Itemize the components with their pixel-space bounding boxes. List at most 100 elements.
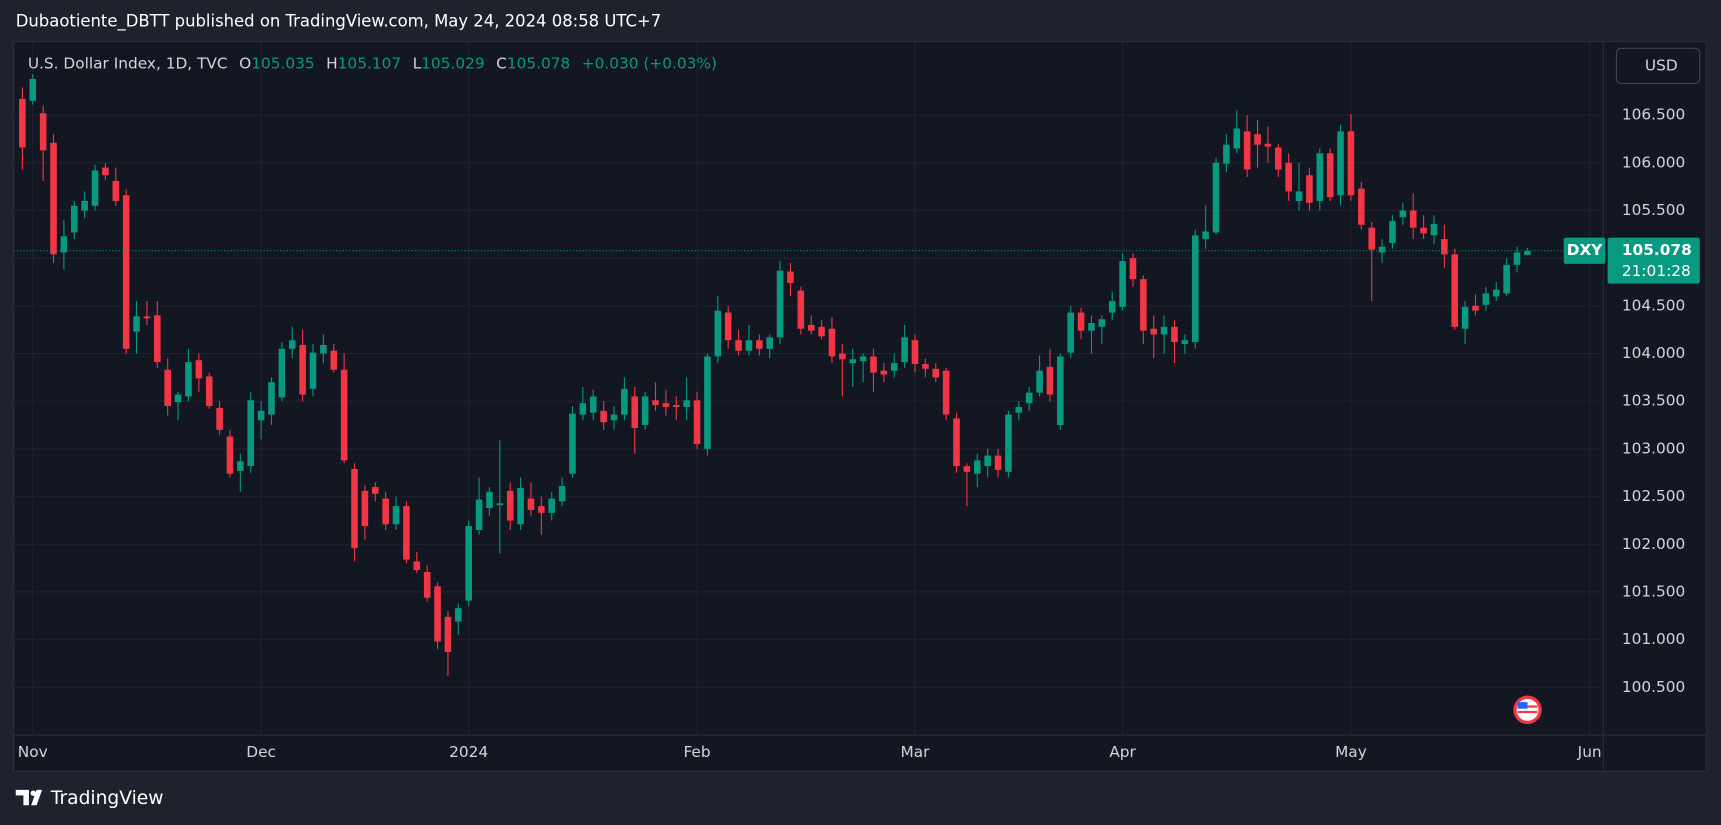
candle-body xyxy=(70,205,78,233)
candle-body xyxy=(683,400,690,407)
x-tick-label: Mar xyxy=(901,743,931,761)
x-tick-label: Feb xyxy=(683,743,710,761)
candle-body xyxy=(195,360,203,379)
candle-body xyxy=(1368,227,1375,250)
legend-o: O xyxy=(239,54,251,72)
candle-body xyxy=(1212,162,1220,233)
candle-body xyxy=(1347,131,1355,196)
candle-body xyxy=(880,370,888,375)
candle-body xyxy=(268,382,275,415)
y-tick-label: 105.500 xyxy=(1622,201,1685,219)
candle-body xyxy=(859,356,867,362)
candle-body xyxy=(839,353,846,360)
candle-body xyxy=(60,236,68,253)
candle-body xyxy=(102,167,109,176)
price-tag xyxy=(1607,237,1700,284)
candle-body xyxy=(1233,128,1241,149)
publish-header: Dubaotiente_DBTT published on TradingVie… xyxy=(16,11,661,31)
candle-body xyxy=(538,506,545,513)
candle-body xyxy=(1430,223,1438,236)
legend-high: 105.107 xyxy=(338,54,401,72)
candle-body xyxy=(963,466,971,472)
candle-body xyxy=(19,98,26,148)
candle-body xyxy=(496,503,504,506)
candle-body xyxy=(849,359,857,364)
price-tag-value: 105.078 xyxy=(1622,241,1692,259)
symbol-label: DXY xyxy=(1567,241,1604,259)
candle-body xyxy=(714,310,722,357)
candle-body xyxy=(247,400,255,467)
candle-body xyxy=(922,364,929,369)
candle-body xyxy=(39,113,47,151)
candle-body xyxy=(579,403,587,415)
candle-body xyxy=(340,369,348,461)
candle-body xyxy=(932,368,940,378)
candle-body xyxy=(1472,305,1479,311)
legend-close: 105.078 xyxy=(507,54,570,72)
footer-brand: TradingView xyxy=(50,788,164,809)
candle-body xyxy=(1223,144,1230,164)
candle-body xyxy=(288,340,296,349)
candle-body xyxy=(1025,392,1033,404)
candle-body xyxy=(1482,293,1490,305)
y-tick-label: 103.000 xyxy=(1622,439,1685,457)
candle-body xyxy=(1306,175,1313,203)
candle-body xyxy=(143,316,151,319)
y-tick-label: 106.500 xyxy=(1622,106,1685,124)
candle-body xyxy=(1046,366,1054,395)
candle-body xyxy=(1420,227,1427,234)
currency-label[interactable]: USD xyxy=(1645,56,1678,74)
y-tick-label: 103.500 xyxy=(1622,392,1685,410)
legend-l: L xyxy=(413,54,422,72)
candle-body xyxy=(890,363,898,371)
candle-body xyxy=(237,461,244,471)
x-tick-label: 2024 xyxy=(449,743,488,761)
candle-body xyxy=(506,490,514,521)
candle-body xyxy=(133,316,140,332)
candle-body xyxy=(1036,370,1043,393)
candle-body xyxy=(662,403,670,407)
candle-body xyxy=(797,290,805,329)
candle-body xyxy=(1409,210,1417,228)
candle-body xyxy=(600,410,607,423)
candle-body xyxy=(672,405,680,407)
candle-body xyxy=(486,491,493,509)
candle-body xyxy=(548,498,556,513)
candle-body xyxy=(81,200,88,211)
candle-body xyxy=(299,344,306,395)
candle-body xyxy=(1285,162,1292,192)
y-tick-label: 106.000 xyxy=(1622,153,1685,171)
candle-body xyxy=(351,468,358,549)
legend-c: C xyxy=(496,54,507,72)
candle-body xyxy=(973,460,981,474)
candle-body xyxy=(1524,250,1531,255)
candle-body xyxy=(50,142,57,255)
candle-body xyxy=(309,352,317,389)
candle-body xyxy=(631,396,639,428)
candle-body xyxy=(1243,131,1251,170)
candle-body xyxy=(1005,414,1012,472)
legend: U.S. Dollar Index, 1D, TVC O105.035 H105… xyxy=(28,54,717,72)
candle-body xyxy=(984,455,991,467)
candle-body xyxy=(745,340,753,351)
currency-button[interactable] xyxy=(1615,47,1701,84)
candle-body xyxy=(257,410,265,421)
candle-body xyxy=(1326,153,1334,198)
y-tick-label: 101.000 xyxy=(1622,630,1685,648)
candle-body xyxy=(756,340,763,349)
candle-body xyxy=(29,78,37,101)
candle-body xyxy=(828,328,836,357)
y-tick-label: 100.500 xyxy=(1622,678,1685,696)
candle-body xyxy=(1171,326,1178,343)
y-tick-label: 102.000 xyxy=(1622,535,1685,553)
candle-body xyxy=(942,370,950,415)
candle-body xyxy=(870,356,877,373)
candle-body xyxy=(361,490,369,527)
candle-body xyxy=(1399,210,1407,218)
candle-body xyxy=(1129,258,1137,280)
candle-body xyxy=(371,487,379,494)
candle-body xyxy=(216,407,223,430)
candle-body xyxy=(434,586,441,642)
candle-body xyxy=(1274,147,1282,170)
